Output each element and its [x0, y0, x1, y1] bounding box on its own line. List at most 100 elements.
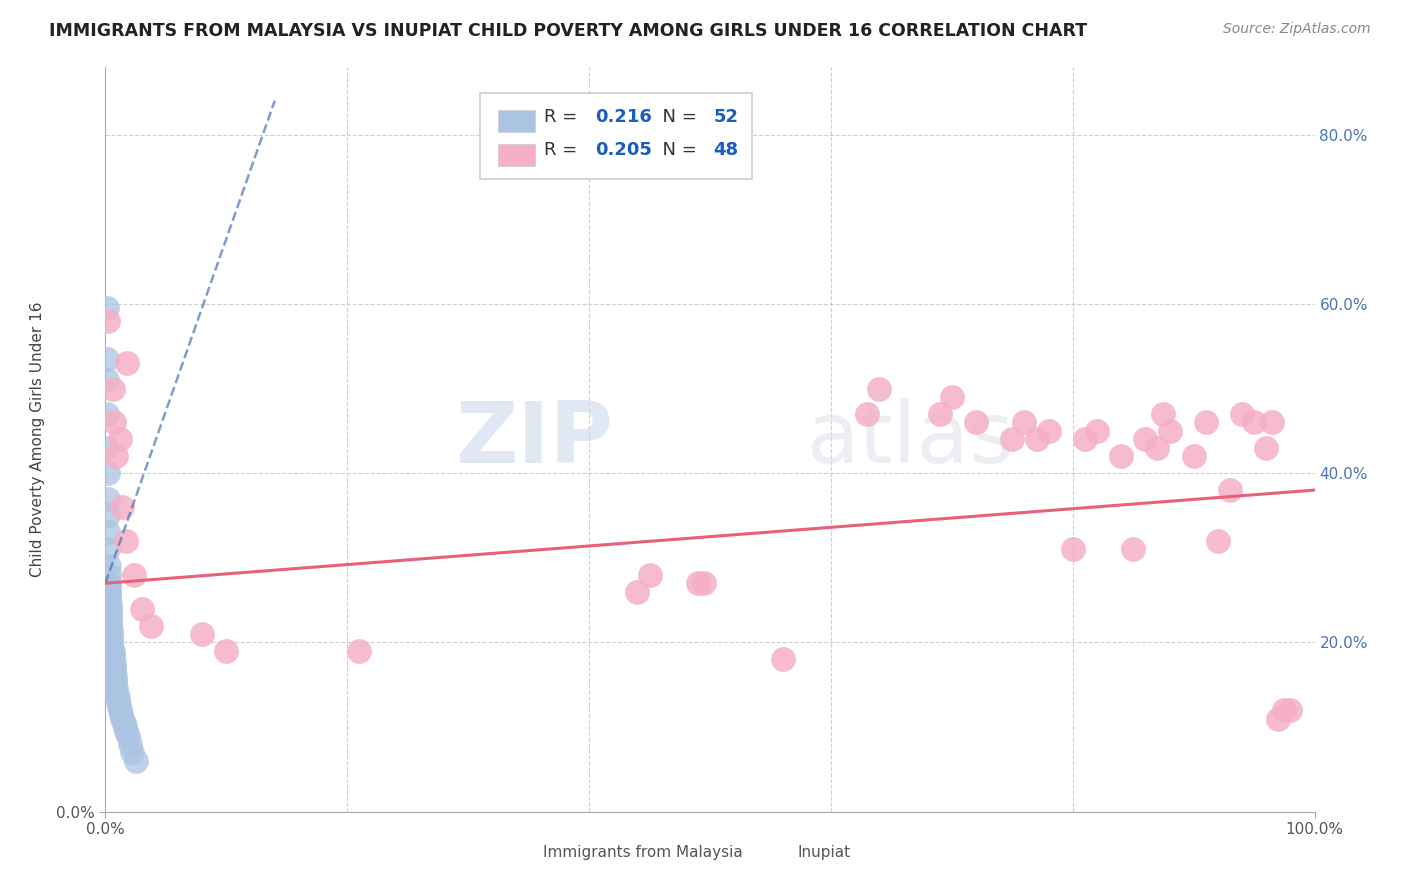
- Point: [105, 449, 128, 463]
- Point: [98, 606, 121, 620]
- Point: [1261, 416, 1284, 430]
- Point: [103, 416, 125, 430]
- Point: [1182, 449, 1205, 463]
- Point: [100, 640, 122, 654]
- Point: [98, 581, 121, 595]
- Point: [100, 631, 122, 645]
- Text: R =: R =: [544, 141, 583, 160]
- Point: [98, 559, 121, 574]
- Point: [1159, 424, 1181, 438]
- Point: [1062, 542, 1084, 557]
- Point: [105, 681, 128, 696]
- Text: IMMIGRANTS FROM MALAYSIA VS INUPIAT CHILD POVERTY AMONG GIRLS UNDER 16 CORRELATI: IMMIGRANTS FROM MALAYSIA VS INUPIAT CHIL…: [49, 22, 1087, 40]
- FancyBboxPatch shape: [510, 846, 537, 862]
- Point: [856, 407, 879, 421]
- Point: [111, 712, 134, 726]
- Point: [101, 652, 124, 666]
- Point: [107, 695, 129, 709]
- Point: [114, 720, 136, 734]
- Point: [100, 635, 122, 649]
- Point: [1195, 416, 1218, 430]
- Point: [97, 525, 120, 540]
- Point: [97, 542, 120, 557]
- Point: [103, 661, 125, 675]
- Point: [1219, 483, 1241, 497]
- Point: [107, 698, 129, 713]
- Point: [96, 441, 118, 455]
- Point: [1135, 433, 1157, 447]
- Text: 52: 52: [714, 108, 738, 126]
- Point: [1122, 542, 1144, 557]
- FancyBboxPatch shape: [499, 144, 534, 166]
- Text: 0.216: 0.216: [595, 108, 652, 126]
- Point: [118, 737, 141, 751]
- Point: [101, 382, 124, 396]
- Point: [626, 584, 648, 599]
- Point: [941, 390, 963, 404]
- Point: [98, 584, 121, 599]
- Point: [928, 407, 950, 421]
- FancyBboxPatch shape: [481, 93, 752, 178]
- Point: [101, 644, 124, 658]
- Text: 48: 48: [714, 141, 738, 160]
- Point: [1256, 441, 1278, 455]
- Point: [111, 500, 134, 514]
- Point: [1279, 703, 1302, 717]
- Point: [1074, 433, 1097, 447]
- FancyBboxPatch shape: [765, 846, 792, 862]
- Point: [215, 644, 238, 658]
- Text: atlas: atlas: [807, 398, 1015, 481]
- Point: [107, 690, 129, 705]
- Point: [115, 533, 138, 548]
- Point: [97, 466, 120, 480]
- Point: [98, 589, 121, 603]
- Point: [98, 615, 121, 629]
- Point: [1243, 416, 1265, 430]
- Point: [104, 669, 127, 683]
- Point: [96, 301, 118, 315]
- Point: [98, 567, 121, 582]
- Text: N =: N =: [651, 108, 702, 126]
- Point: [104, 673, 127, 688]
- Point: [115, 356, 138, 370]
- Point: [1230, 407, 1253, 421]
- Point: [1274, 703, 1296, 717]
- FancyBboxPatch shape: [499, 110, 534, 132]
- Point: [1206, 533, 1229, 548]
- Point: [100, 623, 122, 637]
- Point: [1038, 424, 1060, 438]
- Point: [868, 382, 890, 396]
- Text: Source: ZipAtlas.com: Source: ZipAtlas.com: [1223, 22, 1371, 37]
- Point: [115, 724, 138, 739]
- Point: [98, 618, 121, 632]
- Point: [98, 576, 121, 591]
- Point: [103, 657, 125, 671]
- Point: [1014, 416, 1036, 430]
- Point: [110, 707, 132, 722]
- Point: [965, 416, 987, 430]
- Point: [96, 351, 118, 366]
- Point: [1267, 712, 1289, 726]
- Point: [349, 644, 371, 658]
- Point: [98, 610, 121, 624]
- Point: [105, 686, 128, 700]
- Point: [1085, 424, 1108, 438]
- Point: [1146, 441, 1168, 455]
- Point: [100, 627, 122, 641]
- Point: [96, 373, 118, 387]
- Point: [124, 567, 146, 582]
- Point: [693, 576, 716, 591]
- Point: [112, 715, 135, 730]
- Point: [97, 508, 120, 523]
- Text: Inupiat: Inupiat: [797, 846, 851, 860]
- Point: [117, 729, 139, 743]
- Point: [98, 598, 121, 612]
- Point: [638, 567, 661, 582]
- Point: [97, 314, 120, 328]
- Point: [131, 601, 153, 615]
- Point: [191, 627, 214, 641]
- Point: [98, 601, 121, 615]
- Point: [686, 576, 709, 591]
- Point: [108, 703, 131, 717]
- Point: [104, 678, 127, 692]
